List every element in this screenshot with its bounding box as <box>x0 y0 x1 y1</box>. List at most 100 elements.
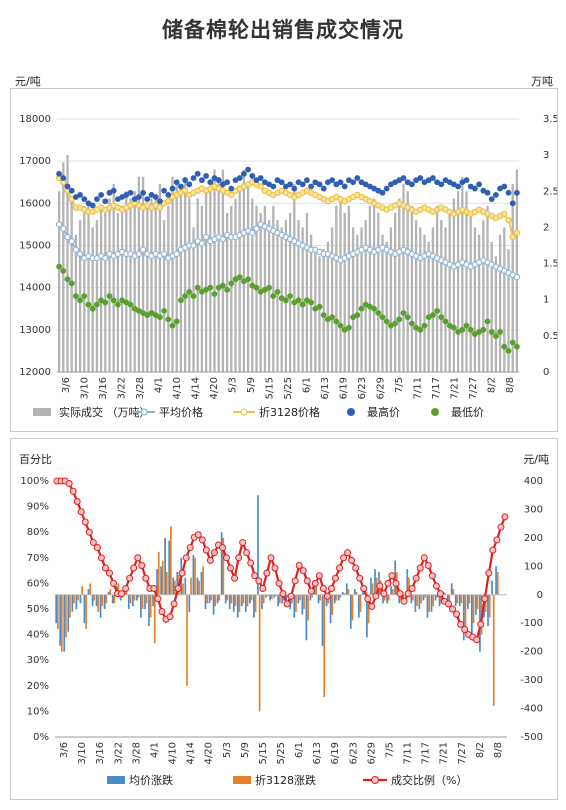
avg-change-bar <box>475 594 477 615</box>
low-price-point <box>333 318 340 325</box>
ratio-point <box>501 513 509 521</box>
fold-change-bar <box>408 577 410 595</box>
volume-bar <box>95 220 99 372</box>
ratio-point <box>170 600 178 608</box>
x-tick-label: 5/9 <box>246 377 257 393</box>
avg-change-bar <box>228 594 231 609</box>
x-tick-label: 5/25 <box>276 742 287 764</box>
fold-price-point <box>257 183 264 190</box>
legend-swatch <box>107 776 125 784</box>
volume-bar <box>431 227 435 372</box>
volume-bar <box>171 176 174 372</box>
high-price-point <box>278 179 285 186</box>
volume-bar <box>406 191 409 372</box>
avg-change-bar <box>313 580 316 595</box>
fold-change-bar <box>347 589 350 595</box>
low-price-point <box>60 267 67 274</box>
high-price-point <box>224 179 231 186</box>
ratio-point <box>73 497 81 505</box>
fold-change-bar <box>335 594 338 601</box>
fold-change-bar <box>186 594 188 686</box>
fold-change-bar <box>488 594 491 618</box>
volume-bar <box>440 220 443 372</box>
avg-change-bar <box>156 569 158 595</box>
high-price-point <box>493 192 499 198</box>
avg-change-bar <box>458 594 461 607</box>
high-price-point <box>169 185 176 192</box>
low-price-point <box>186 288 193 295</box>
low-price-point <box>354 312 361 318</box>
low-price-point <box>346 324 352 331</box>
ratio-point <box>110 579 118 587</box>
ratio-point <box>186 544 194 552</box>
avg-price-point <box>249 229 256 237</box>
ratio-point <box>239 538 247 546</box>
low-price-point <box>115 301 121 308</box>
fold-change-bar <box>436 594 439 598</box>
volume-bar <box>305 212 309 372</box>
volume-bar <box>435 205 439 372</box>
fold-change-bar <box>404 594 406 597</box>
fold-change-bar <box>440 594 443 604</box>
y-left-tick-label: 90% <box>27 502 49 513</box>
ratio-point <box>69 487 77 495</box>
ratio-point <box>101 564 109 572</box>
y-left-tick-label: 17000 <box>19 156 51 167</box>
high-price-point <box>341 183 348 190</box>
fold-change-bar <box>351 594 354 621</box>
ratio-point <box>307 587 315 595</box>
volume-bar <box>330 227 334 372</box>
ratio-point <box>356 574 364 582</box>
volume-bar <box>364 220 367 372</box>
volume-bar <box>91 227 94 372</box>
avg-change-bar <box>370 577 372 595</box>
low-price-point <box>480 326 487 333</box>
avg-price-point <box>190 242 197 249</box>
legend-swatch <box>33 408 51 416</box>
volume-bar <box>356 234 359 372</box>
high-price-point <box>316 181 323 188</box>
avg-change-bar <box>325 594 328 607</box>
ratio-point <box>315 572 323 580</box>
volume-bar <box>162 220 166 372</box>
y-right-tick-label: 3.5 <box>543 114 557 125</box>
low-price-point <box>430 312 436 318</box>
ratio-point <box>416 564 424 572</box>
y-left-tick-label: 100% <box>20 476 49 487</box>
avg-change-bar <box>212 594 215 615</box>
x-tick-label: 3/22 <box>117 377 128 399</box>
avg-price-point <box>139 246 147 253</box>
y-left-tick-label: 20% <box>27 681 49 692</box>
avg-change-bar <box>87 589 90 595</box>
fold-change-bar <box>496 572 499 595</box>
y-right-tick-label: 0 <box>537 590 543 601</box>
low-price-point <box>493 333 499 340</box>
fold-change-bar <box>355 591 358 595</box>
fold-change-bar <box>444 593 447 595</box>
high-price-point <box>505 189 512 196</box>
fold-change-bar <box>476 594 479 609</box>
ratio-point <box>364 595 372 603</box>
volume-bar <box>146 205 149 372</box>
x-tick-label: 8/8 <box>493 742 504 758</box>
ratio-point <box>89 538 97 546</box>
volume-bar <box>318 256 321 372</box>
ratio-point <box>182 554 190 562</box>
ratio-point <box>247 559 255 567</box>
ratio-point <box>291 577 299 585</box>
volume-bar <box>301 227 304 372</box>
volume-bar <box>419 227 422 372</box>
avg-change-bar <box>353 589 356 595</box>
avg-change-bar <box>71 594 74 612</box>
x-tick-label: 4/20 <box>209 377 220 399</box>
ratio-point <box>231 574 239 582</box>
fold-change-bar <box>295 594 297 612</box>
volume-bar <box>167 205 170 372</box>
fold-change-bar <box>137 594 140 598</box>
avg-change-bar <box>269 594 271 601</box>
avg-change-bar <box>317 594 320 604</box>
avg-change-bar <box>67 594 70 632</box>
ratio-point <box>65 480 73 488</box>
ratio-point <box>396 590 404 598</box>
avg-change-bar <box>321 594 324 646</box>
